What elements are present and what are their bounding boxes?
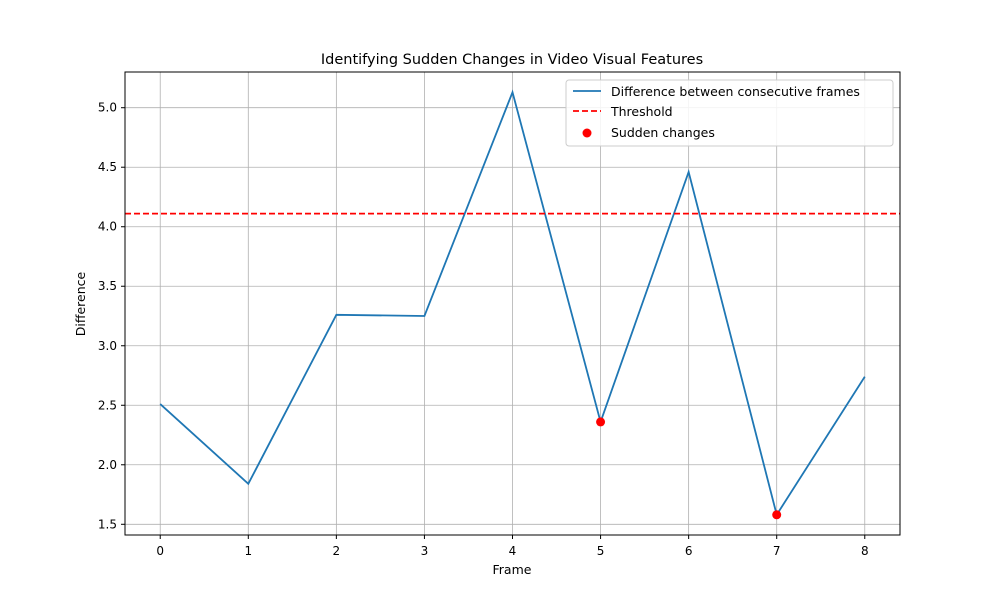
- y-tick-label: 4.0: [98, 220, 117, 234]
- legend-entry-sudden-changes: Sudden changes: [611, 125, 715, 140]
- y-tick-label: 2.0: [98, 458, 117, 472]
- y-tick-label: 4.5: [98, 160, 117, 174]
- x-tick-label: 4: [509, 544, 517, 558]
- y-tick-label: 1.5: [98, 517, 117, 531]
- x-tick-label: 2: [333, 544, 341, 558]
- y-axis-label: Difference: [73, 271, 88, 336]
- x-axis-label: Frame: [493, 562, 532, 577]
- sudden-change-point: [772, 510, 782, 520]
- legend-entry-difference: Difference between consecutive frames: [611, 84, 860, 99]
- y-tick-label: 5.0: [98, 101, 117, 115]
- legend-box: [565, 79, 894, 147]
- x-tick-label: 6: [685, 544, 693, 558]
- axis-ticks: 0 1 2 3 4 5 6 7 8 1.5 2.0 2.5 3.0 3.5 4.0 4.5 5.0: [98, 101, 869, 558]
- x-tick-label: 1: [244, 544, 252, 558]
- legend-entry-threshold: Threshold: [610, 104, 673, 119]
- x-tick-label: 0: [156, 544, 164, 558]
- x-tick-label: 7: [773, 544, 781, 558]
- y-tick-label: 3.5: [98, 279, 117, 293]
- chart-title: Identifying Sudden Changes in Video Visu…: [321, 52, 703, 68]
- sudden-change-point: [596, 417, 606, 427]
- series-line-difference: [159, 89, 866, 517]
- plot-series: [125, 89, 900, 520]
- legend-scatter-swatch: [582, 128, 592, 138]
- y-tick-label: 2.5: [98, 398, 117, 412]
- y-tick-label: 3.0: [98, 339, 117, 353]
- x-tick-label: 5: [597, 544, 605, 558]
- x-tick-label: 3: [421, 544, 429, 558]
- legend: Difference between consecutive frames Th…: [565, 79, 894, 147]
- grid: [125, 72, 900, 535]
- x-tick-label: 8: [861, 544, 869, 558]
